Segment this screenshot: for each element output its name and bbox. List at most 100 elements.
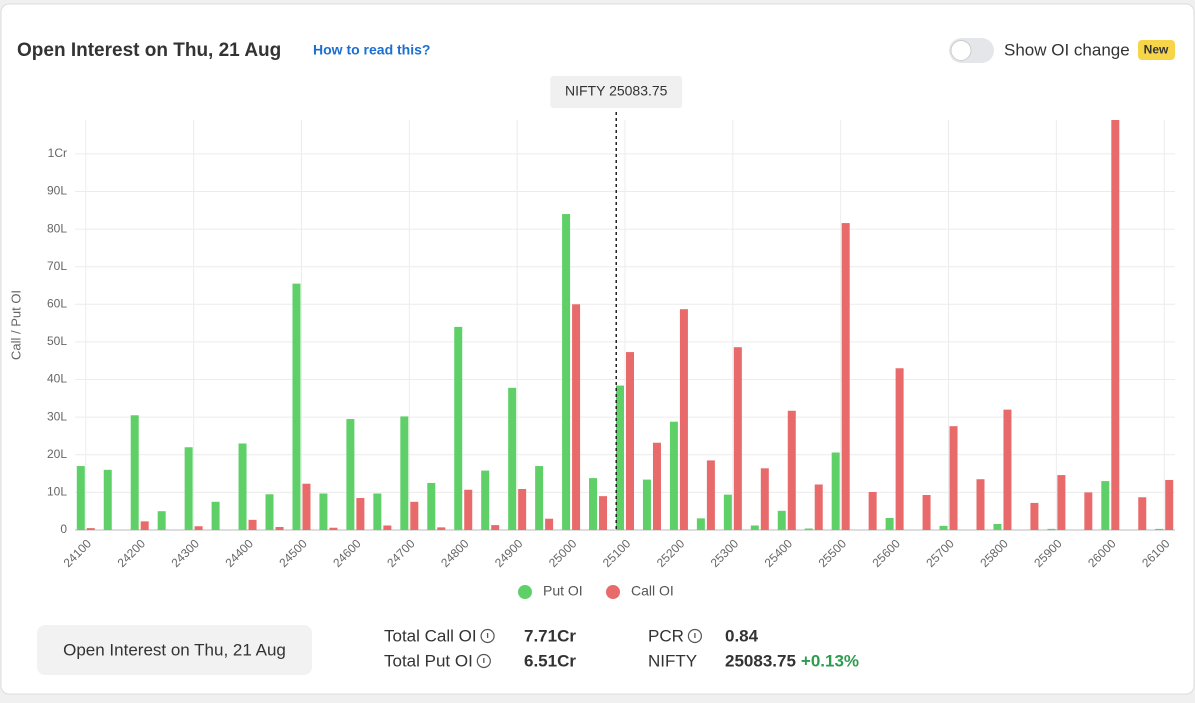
bar [383,525,392,530]
bar [302,483,311,530]
bar [589,478,598,530]
legend-marker [518,585,532,599]
bar [642,479,651,530]
y-tick-label: 1Cr [48,146,67,160]
badge-bg [1138,40,1175,60]
bar [562,214,571,531]
spot-label: NIFTY 25083.75 [565,83,668,99]
bar [1155,528,1164,530]
bar [949,426,958,530]
toggle[interactable] [949,38,994,63]
bar [373,493,382,530]
y-tick-label: 10L [47,485,67,499]
bar [157,511,166,530]
bar [1047,528,1056,530]
bar [356,498,365,530]
info-icon [476,653,491,669]
spot-label-bg [550,76,683,108]
y-axis-label: Call / Put OI [8,290,23,360]
bar [427,482,436,530]
bar [400,416,409,530]
bar [885,517,894,530]
bar [895,368,904,530]
y-tick-label: 30L [47,409,67,423]
bar [518,489,527,530]
stat-label: Total Call OI [384,626,477,645]
bar [86,528,95,530]
bar [976,479,985,530]
help-link[interactable]: How to read this? [313,42,430,58]
y-tick-label: 90L [47,184,67,198]
bar [760,468,769,530]
bar [410,501,419,530]
bar [265,494,274,530]
bar [814,484,823,530]
bar [868,492,877,530]
y-tick-label: 50L [47,334,67,348]
bar [831,452,840,530]
bar [1057,475,1066,530]
bar [1084,492,1093,530]
bar [184,447,193,530]
bar [599,496,608,530]
bar [194,526,203,530]
stat-label: PCR [648,626,684,645]
bar [292,283,301,530]
stat-value: 25083.75 [725,651,796,670]
info-icon [687,628,703,644]
bar [329,527,338,530]
bar [481,470,490,530]
bar [1138,497,1147,530]
bar [723,494,732,530]
bar [993,523,1002,530]
bar [140,521,149,530]
info-icon [480,628,495,644]
y-tick-label: 0 [60,522,67,536]
bar [804,528,813,530]
bar [319,493,328,530]
bar [545,518,554,530]
bar [733,347,742,530]
bar [616,385,624,530]
bar [248,519,257,530]
legend-marker [606,585,620,599]
title: Open Interest on Thu, 21 Aug [17,40,281,61]
bar [777,510,786,530]
bar [841,223,850,531]
stat-value: 7.71Cr [524,626,576,645]
bar [454,326,463,530]
bar [626,352,634,530]
bar [652,442,661,530]
bar [1101,481,1110,530]
stat-value: 6.51Cr [524,651,576,670]
bar [130,415,139,530]
y-tick-label: 80L [47,221,67,235]
footer-button[interactable] [37,625,312,675]
toggle-label: Show OI change [1004,40,1130,59]
bar [679,309,688,530]
bar [1030,502,1039,530]
badge: New [1144,43,1169,57]
bar [346,419,355,530]
stat-label: NIFTY [648,651,697,670]
legend-label: Put OI [543,583,583,599]
bar [696,518,705,530]
bar [535,466,544,530]
legend-label: Call OI [631,583,674,599]
bar [1165,479,1174,530]
bar [1111,120,1120,530]
bar [238,443,247,530]
y-tick-label: 20L [47,447,67,461]
bar [1003,409,1012,530]
bar [103,469,112,530]
bar [706,460,715,530]
stat-value: 0.84 [725,626,759,645]
stat-label: Total Put OI [384,651,473,670]
bar [275,526,284,530]
stat-change: +0.13% [801,651,859,670]
bar [787,410,796,530]
y-tick-label: 70L [47,259,67,273]
y-tick-label: 60L [47,296,67,310]
